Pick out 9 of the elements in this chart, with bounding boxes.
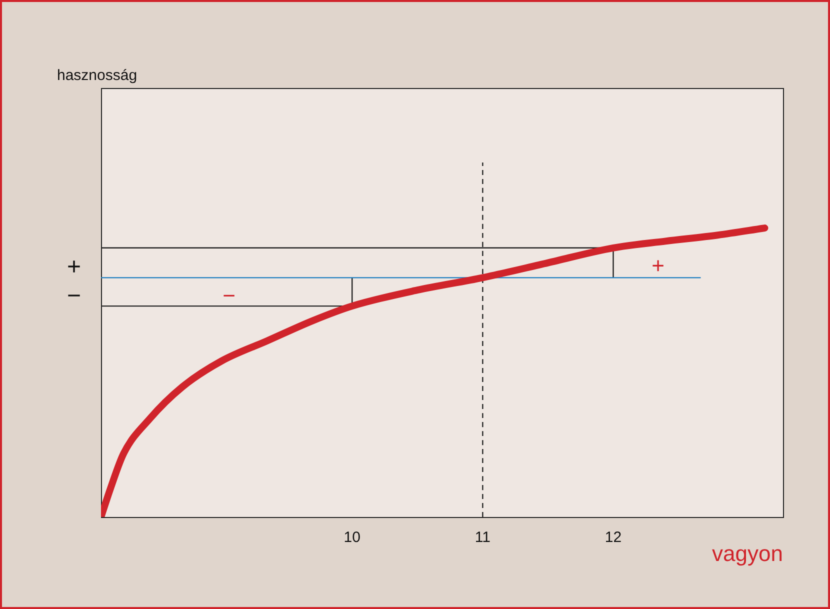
annotation: + <box>652 253 664 278</box>
annotation: − <box>222 283 236 308</box>
x-axis-title: vagyon <box>712 541 783 566</box>
x-tick-label: 12 <box>604 529 622 546</box>
text: − <box>66 282 82 310</box>
text: hasznosság <box>57 67 138 84</box>
x-tick-label: 11 <box>474 529 490 546</box>
text: + <box>66 254 82 281</box>
x-tick-label: 10 <box>344 529 360 546</box>
